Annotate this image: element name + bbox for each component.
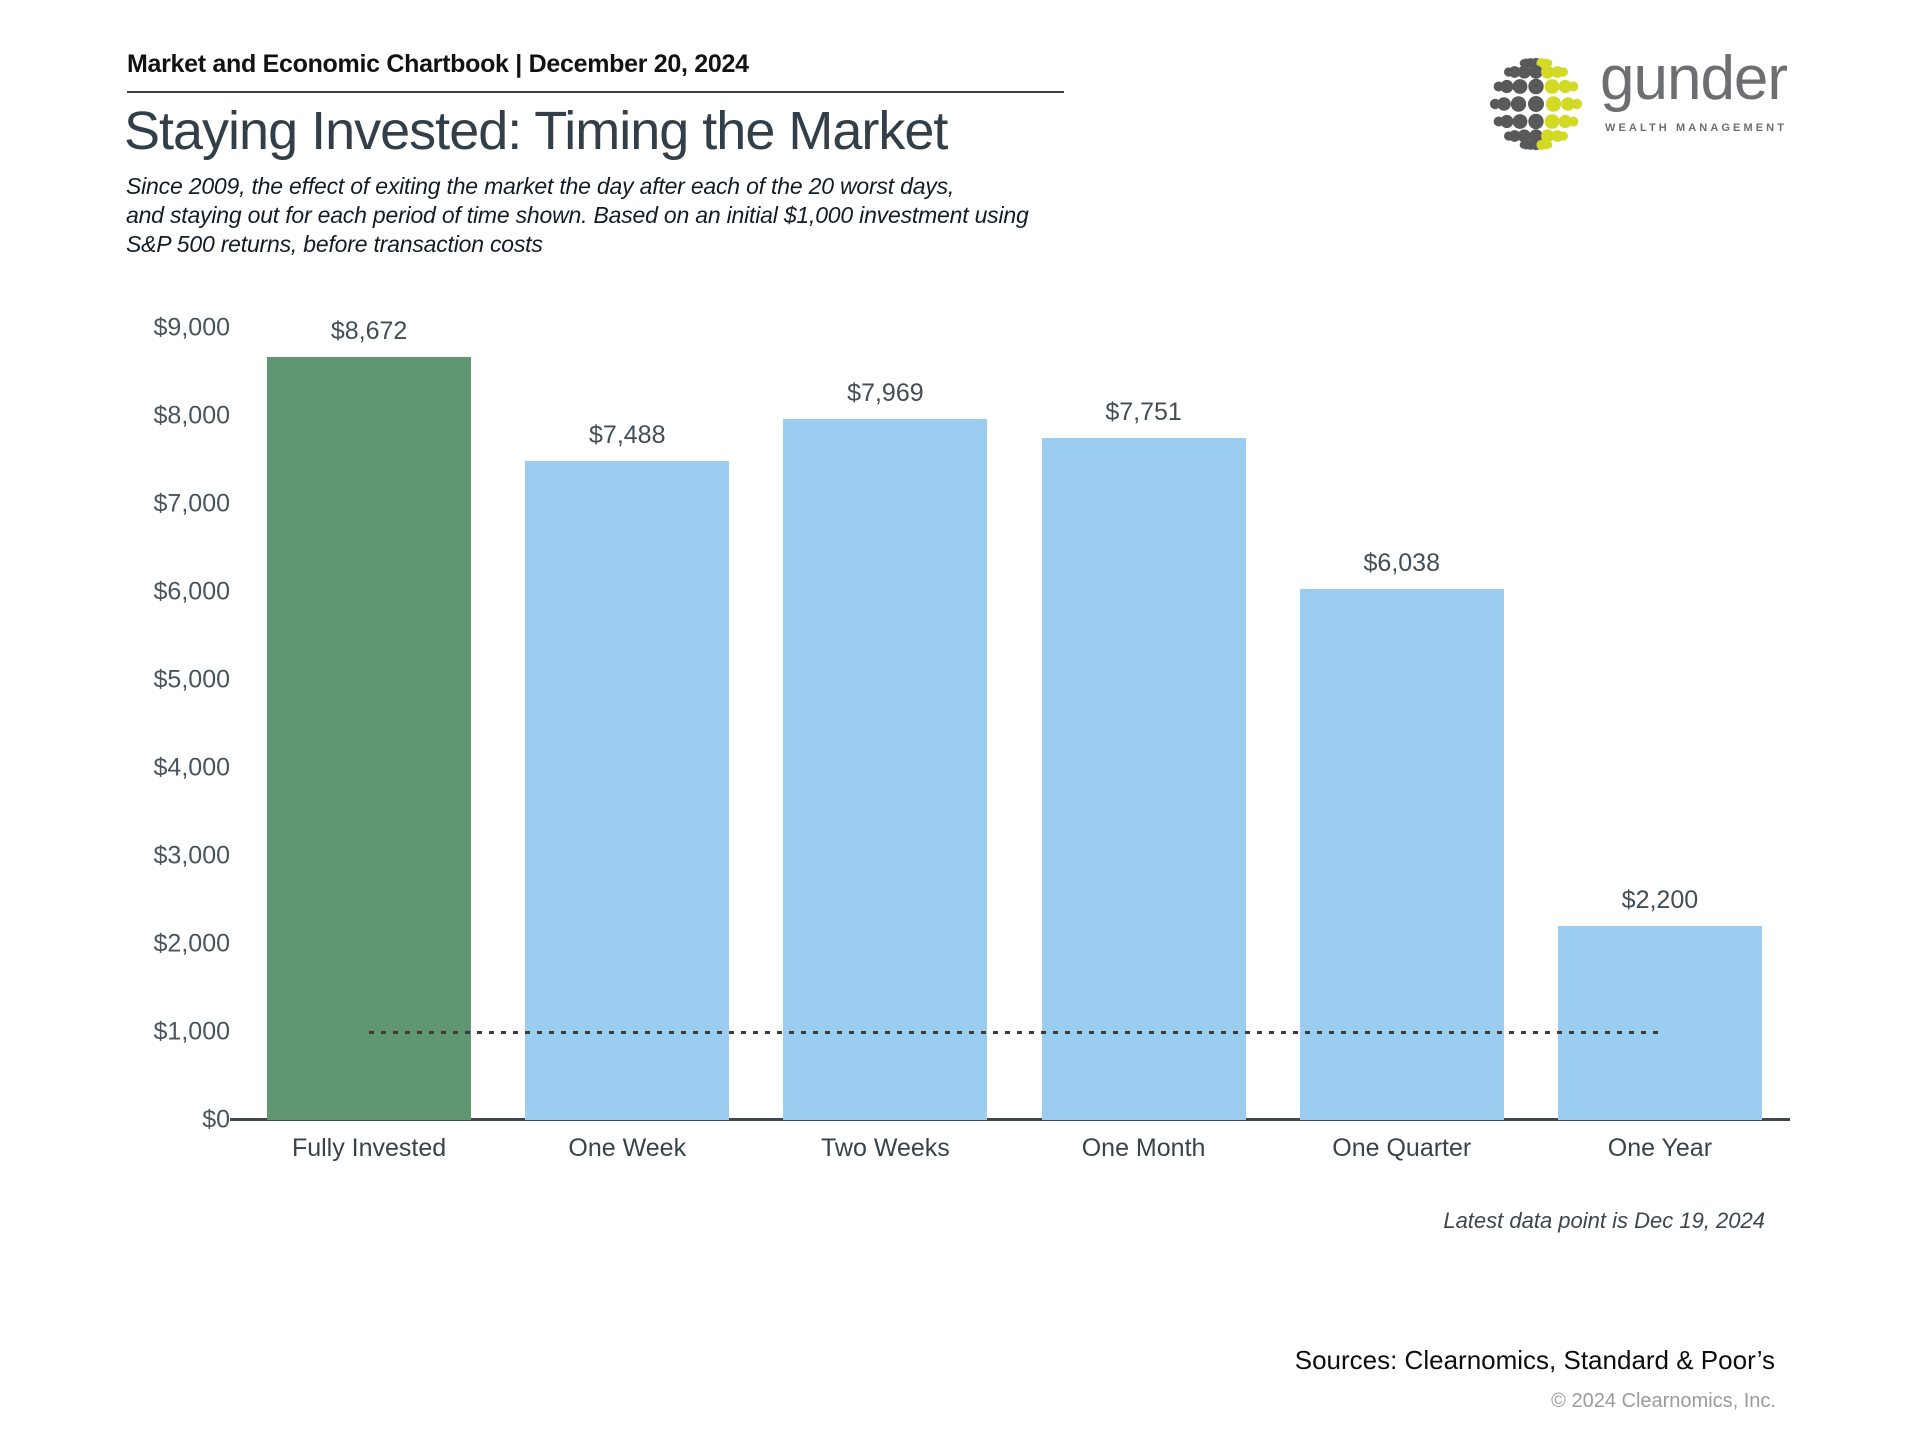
y-axis-tick-label: $0	[202, 1105, 230, 1134]
y-axis-tick-label: $6,000	[153, 577, 230, 606]
y-axis-tick-label: $9,000	[153, 313, 230, 342]
y-axis-tick-label: $1,000	[153, 1017, 230, 1046]
logo-dot	[1497, 97, 1511, 111]
logo-dot	[1489, 98, 1501, 110]
logo-dot	[1544, 79, 1560, 94]
logo-dot	[1500, 114, 1514, 129]
logo-dot	[1545, 96, 1562, 112]
bar-value-label: $8,672	[330, 316, 408, 345]
x-axis-label: Fully Invested	[291, 1134, 447, 1162]
logo-dot	[1500, 79, 1514, 94]
logo-tagline: WEALTH MANAGEMENT	[1605, 122, 1788, 134]
bar-one-quarter	[1299, 588, 1504, 1120]
bar-value-label: $7,969	[847, 378, 924, 407]
logo-dot	[1568, 81, 1579, 92]
bar-value-label: $6,038	[1363, 548, 1440, 577]
sources-note: Sources: Clearnomics, Standard & Poor’s	[1294, 1345, 1775, 1375]
y-axis-tick-label: $8,000	[153, 401, 230, 430]
logo-dot	[1558, 114, 1572, 129]
logo-dot	[1571, 98, 1583, 110]
logo-dot	[1510, 96, 1527, 112]
chartbook-header: Market and Economic Chartbook | December…	[127, 50, 749, 78]
logo-dot	[1558, 67, 1568, 77]
initial-investment-reference-line	[369, 1031, 1660, 1034]
logo-dot	[1508, 130, 1521, 142]
logo-dot	[1558, 79, 1572, 94]
logo-dot	[1568, 116, 1579, 127]
logo-dot	[1544, 59, 1553, 67]
logo-wordmark: gunder	[1600, 44, 1788, 113]
y-axis-tick-label: $4,000	[153, 753, 230, 782]
logo-dot	[1529, 65, 1543, 79]
logo-dot	[1541, 65, 1555, 79]
y-axis-tick-label: $2,000	[153, 929, 230, 958]
logo-dot	[1528, 96, 1544, 112]
logo-globe-icon	[1489, 57, 1583, 151]
logo-dot	[1558, 131, 1568, 141]
bar-one-year	[1557, 926, 1762, 1120]
bar-value-label: $7,488	[589, 421, 666, 450]
page-subtitle: Since 2009, the effect of exiting the ma…	[126, 173, 1029, 257]
y-axis-tick-label: $5,000	[153, 665, 230, 694]
logo: gunder WEALTH MANAGEMENT	[1488, 48, 1798, 162]
y-axis-tick-label: $3,000	[153, 841, 230, 870]
logo-dot	[1529, 129, 1543, 143]
logo-dot	[1517, 129, 1531, 143]
logo-dot	[1528, 78, 1544, 95]
logo-dot	[1561, 97, 1575, 111]
x-axis-label: One Week	[568, 1134, 687, 1162]
bar-fully-invested	[267, 356, 472, 1120]
x-axis-label: One Month	[1081, 1134, 1206, 1162]
logo-dot	[1517, 65, 1531, 79]
bar-value-label: $2,200	[1621, 886, 1699, 915]
bar-one-month	[1041, 437, 1246, 1120]
logo-dot	[1544, 114, 1560, 129]
y-axis-tick-label: $7,000	[153, 489, 230, 518]
logo-dot	[1544, 141, 1553, 149]
x-axis-label: One Quarter	[1332, 1134, 1472, 1162]
header-divider	[127, 91, 1064, 93]
bar-two-weeks	[783, 418, 988, 1120]
logo-dot	[1541, 129, 1555, 143]
logo-dot	[1528, 113, 1544, 130]
page-title: Staying Invested: Timing the Market	[124, 101, 948, 161]
logo-dot	[1512, 79, 1528, 94]
latest-data-note: Latest data point is Dec 19, 2024	[1443, 1208, 1765, 1233]
bar-value-label: $7,751	[1105, 397, 1182, 426]
bar-one-week	[525, 461, 730, 1120]
logo-dot	[1508, 66, 1521, 78]
logo-dot	[1512, 114, 1528, 129]
copyright-note: © 2024 Clearnomics, Inc.	[1551, 1390, 1776, 1412]
x-axis-line	[230, 1118, 1790, 1121]
x-axis-label: One Year	[1607, 1134, 1713, 1162]
x-axis-label: Two Weeks	[821, 1134, 950, 1162]
